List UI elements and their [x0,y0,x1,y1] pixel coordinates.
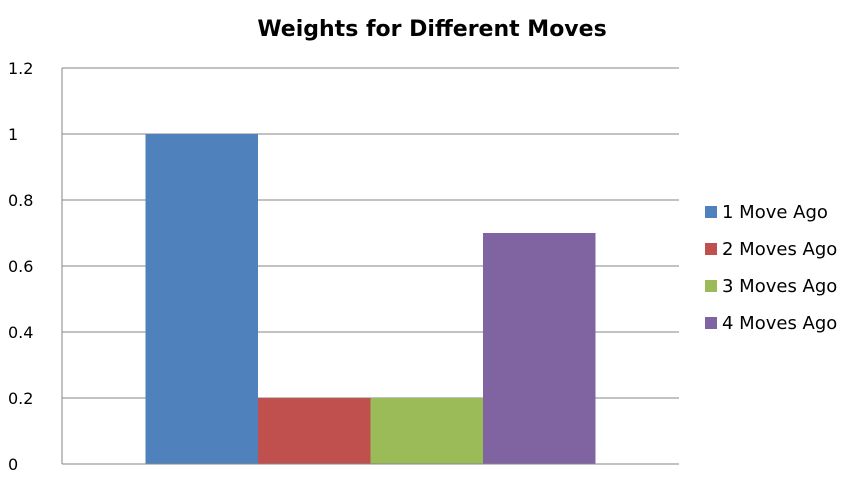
legend-label: 1 Move Ago [722,202,828,223]
legend-swatch [705,280,717,292]
bar-series-2 [258,398,371,464]
legend: 1 Move Ago 2 Moves Ago 3 Moves Ago 4 Moves … [705,202,837,334]
y-tick-label: 0.4 [8,323,33,342]
axes [61,68,679,465]
y-tick-label: 1 [8,125,18,144]
legend-label: 4 Moves Ago [722,313,837,334]
y-tick-label: 0.2 [8,389,33,408]
legend-label: 2 Moves Ago [722,239,837,260]
legend-swatch [705,243,717,255]
bar-series-4 [483,233,596,464]
legend-swatch [705,317,717,329]
bar-series-3 [370,398,483,464]
bar-series-1 [145,134,258,464]
legend-swatch [705,206,717,218]
legend-label: 3 Moves Ago [722,276,837,297]
y-tick-label: 0.8 [8,191,33,210]
y-axis-ticks: 0 0.2 0.4 0.6 0.8 1 1.2 [8,59,33,474]
y-tick-label: 0 [8,455,18,474]
chart-title: Weights for Different Moves [257,17,606,42]
y-tick-label: 0.6 [8,257,33,276]
y-tick-label: 1.2 [8,59,33,78]
bars [145,134,596,464]
